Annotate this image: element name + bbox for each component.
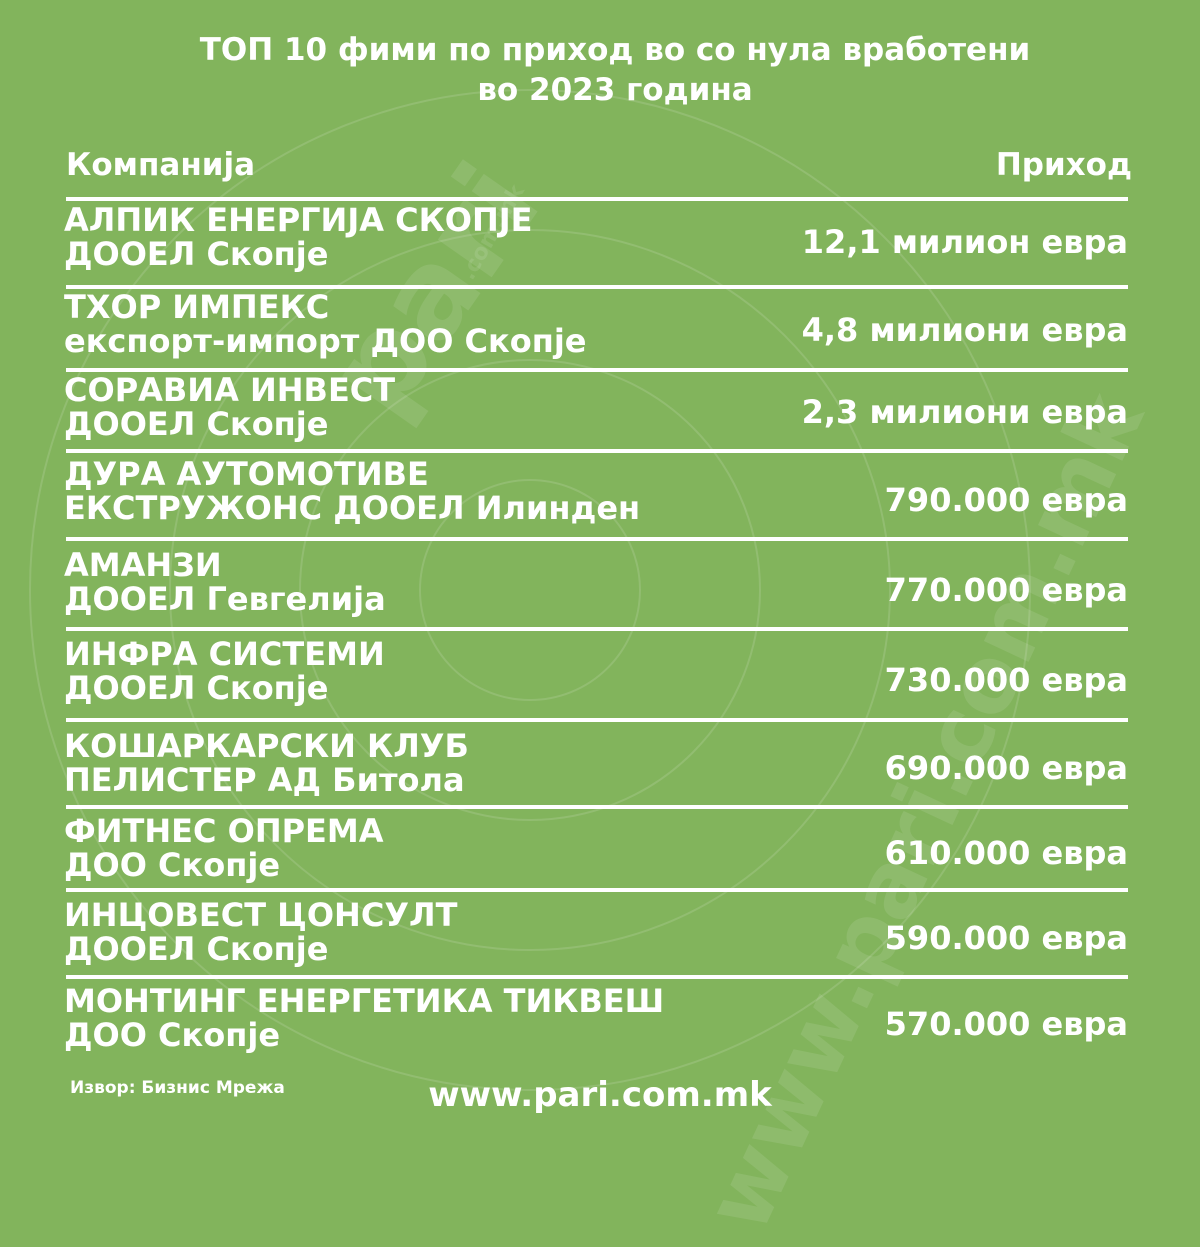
company-name: ФИТНЕС ОПРЕМА ДОО Скопје <box>64 814 384 882</box>
company-name-line-1: ИНЦОВЕСТ ЦОНСУЛТ <box>64 896 458 934</box>
row-separator <box>66 285 1128 289</box>
table-row: МОНТИНГ ЕНЕРГЕТИКА ТИКВЕШ ДОО Скопје 570.0… <box>64 984 1128 1064</box>
table-row: СОРАВИА ИНВЕСТ ДООЕЛ Скопје 2,3 милиони ев… <box>64 373 1128 451</box>
company-name: ИНЦОВЕСТ ЦОНСУЛТ ДООЕЛ Скопје <box>64 898 457 966</box>
company-name-line-1: ИНФРА СИСТЕМИ <box>64 635 385 673</box>
table-row: КОШАРКАРСКИ КЛУБ ПЕЛИСТЕР АД Битола 690.00… <box>64 729 1128 807</box>
revenue-value: 770.000 евра <box>884 571 1128 609</box>
table-row: ДУРА АУТОМОТИВЕ ЕКСТРУЖОНС ДООЕЛ Илинден 7… <box>64 457 1128 543</box>
company-name: СОРАВИА ИНВЕСТ ДООЕЛ Скопје <box>64 373 395 441</box>
revenue-value: 790.000 евра <box>884 481 1128 519</box>
chart-title-line-1: ТОП 10 фими по приход во со нула вработе… <box>199 32 1031 68</box>
company-name: АМАНЗИ ДООЕЛ Гевгелија <box>64 548 386 616</box>
company-name-line-1: ДУРА АУТОМОТИВЕ <box>64 455 429 493</box>
company-name: КОШАРКАРСКИ КЛУБ ПЕЛИСТЕР АД Битола <box>64 729 469 797</box>
table-row: ТХОР ИМПЕКС експорт-импорт ДОО Скопје 4,8 … <box>64 290 1128 370</box>
row-separator <box>66 888 1128 892</box>
company-name: ТХОР ИМПЕКС експорт-импорт ДОО Скопје <box>64 290 587 358</box>
company-column-header: Компанија <box>66 147 255 183</box>
table-body: АЛПИК ЕНЕРГИЈА СКОПЈЕ ДООЕЛ Скопје 12,1 ми… <box>64 197 1128 1064</box>
company-name-line-2: ЕКСТРУЖОНС ДООЕЛ Илинден <box>64 489 641 527</box>
table-row: ИНЦОВЕСТ ЦОНСУЛТ ДООЕЛ Скопје 590.000 евра <box>64 898 1128 978</box>
company-name-line-1: ТХОР ИМПЕКС <box>64 288 330 326</box>
website-url: www.pari.com.mk <box>428 1075 772 1115</box>
company-name: ИНФРА СИСТЕМИ ДООЕЛ Скопје <box>64 637 385 705</box>
company-name-line-1: МОНТИНГ ЕНЕРГЕТИКА ТИКВЕШ <box>64 982 665 1020</box>
row-separator <box>66 449 1128 453</box>
company-name-line-2: ДООЕЛ Скопје <box>64 669 329 707</box>
table-row: АМАНЗИ ДООЕЛ Гевгелија 770.000 евра <box>64 548 1128 632</box>
company-name-line-2: ДООЕЛ Гевгелија <box>64 580 386 618</box>
company-name: ДУРА АУТОМОТИВЕ ЕКСТРУЖОНС ДООЕЛ Илинден <box>64 457 640 525</box>
chart-title-line-2: во 2023 година <box>477 72 753 108</box>
company-name: МОНТИНГ ЕНЕРГЕТИКА ТИКВЕШ ДОО Скопје <box>64 984 664 1052</box>
row-separator <box>66 805 1128 809</box>
revenue-value: 570.000 евра <box>884 1005 1128 1043</box>
table-row: АЛПИК ЕНЕРГИЈА СКОПЈЕ ДООЕЛ Скопје 12,1 ми… <box>64 203 1128 281</box>
company-name-line-1: СОРАВИА ИНВЕСТ <box>64 371 396 409</box>
revenue-value: 610.000 евра <box>884 834 1128 872</box>
revenue-column-header: Приход <box>995 147 1132 183</box>
company-name-line-1: АЛПИК ЕНЕРГИЈА СКОПЈЕ <box>64 201 533 239</box>
revenue-value: 690.000 евра <box>884 749 1128 787</box>
company-name-line-2: ДООЕЛ Скопје <box>64 405 329 443</box>
revenue-value: 730.000 евра <box>884 661 1128 699</box>
row-separator <box>66 197 1128 201</box>
row-separator <box>66 718 1128 722</box>
company-name-line-2: експорт-импорт ДОО Скопје <box>64 322 587 360</box>
row-separator <box>66 537 1128 541</box>
table-row: ФИТНЕС ОПРЕМА ДОО Скопје 610.000 евра <box>64 814 1128 892</box>
company-name-line-2: ДООЕЛ Скопје <box>64 930 329 968</box>
company-name-line-2: ДОО Скопје <box>64 1016 281 1054</box>
company-name-line-1: КОШАРКАРСКИ КЛУБ <box>64 727 469 765</box>
chart-title: ТОП 10 фими по приход во со нула вработе… <box>0 30 1200 110</box>
company-name: АЛПИК ЕНЕРГИЈА СКОПЈЕ ДООЕЛ Скопје <box>64 203 533 271</box>
company-name-line-2: ПЕЛИСТЕР АД Битола <box>64 761 465 799</box>
company-name-line-2: ДОО Скопје <box>64 846 281 884</box>
revenue-value: 12,1 милион евра <box>801 223 1128 261</box>
revenue-value: 4,8 милиони евра <box>801 311 1128 349</box>
table-header: Компанија Приход <box>66 145 1132 185</box>
company-name-line-1: ФИТНЕС ОПРЕМА <box>64 812 384 850</box>
company-name-line-1: АМАНЗИ <box>64 546 222 584</box>
row-separator <box>66 975 1128 979</box>
revenue-value: 590.000 евра <box>884 919 1128 957</box>
table-row: ИНФРА СИСТЕМИ ДООЕЛ Скопје 730.000 евра <box>64 637 1128 723</box>
row-separator <box>66 368 1128 372</box>
source-note: Извор: Бизнис Мрежа <box>70 1078 285 1098</box>
company-name-line-2: ДООЕЛ Скопје <box>64 235 329 273</box>
revenue-value: 2,3 милиони евра <box>801 393 1128 431</box>
row-separator <box>66 627 1128 631</box>
